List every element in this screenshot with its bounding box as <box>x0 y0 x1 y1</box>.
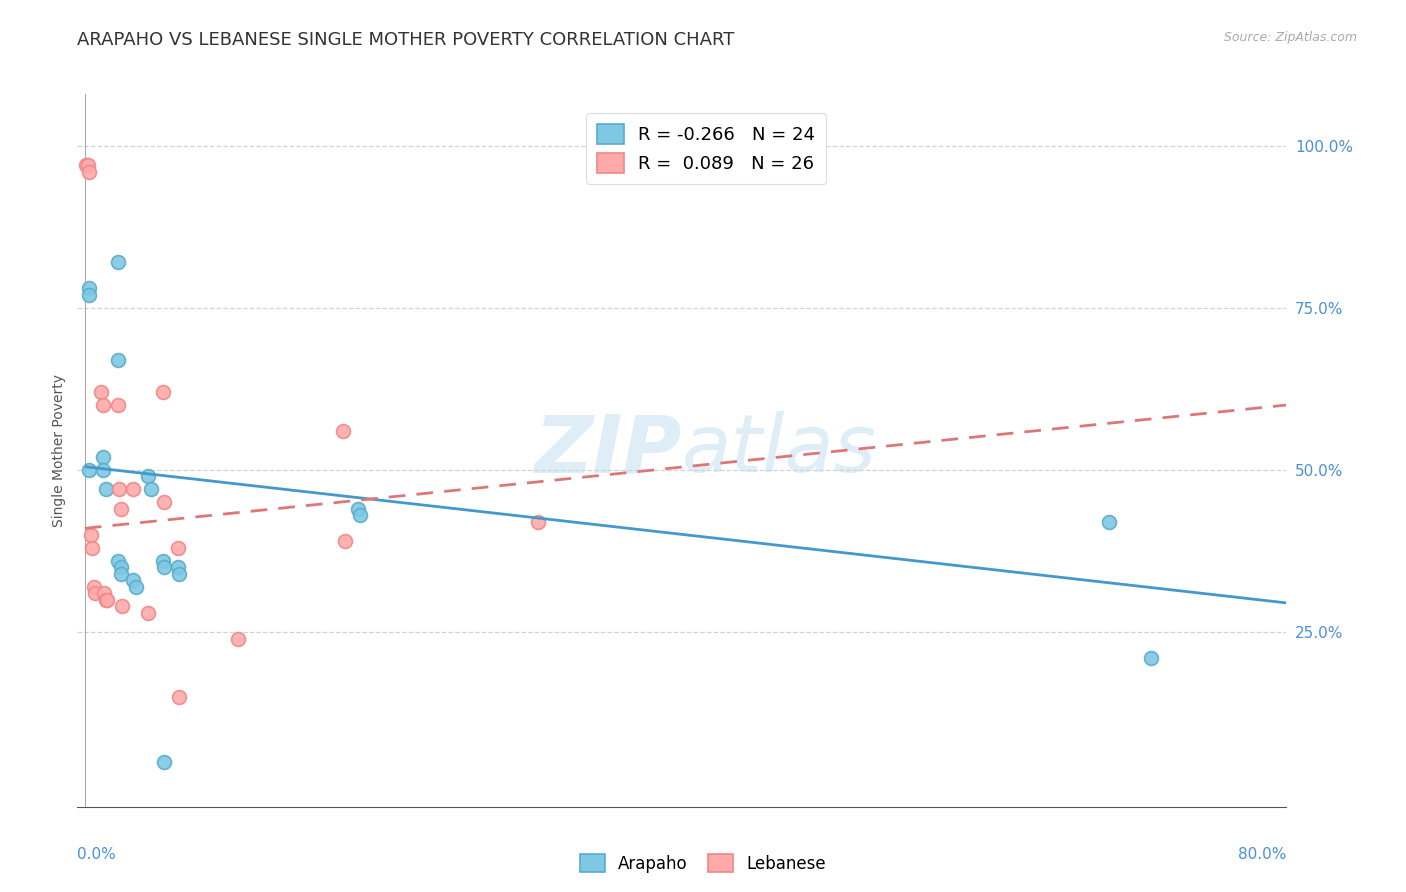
Point <box>169 566 191 581</box>
Point <box>107 398 129 412</box>
Point <box>82 541 104 555</box>
Point <box>110 501 132 516</box>
Point <box>91 398 114 412</box>
Point <box>110 566 132 581</box>
Point <box>94 592 117 607</box>
Point <box>125 580 148 594</box>
Point <box>333 534 356 549</box>
Point <box>136 469 159 483</box>
Point <box>169 690 191 704</box>
Point <box>107 352 129 367</box>
Point <box>167 560 190 574</box>
Point <box>332 424 354 438</box>
Point <box>153 560 176 574</box>
Point <box>107 554 129 568</box>
Point <box>90 385 112 400</box>
Point <box>111 599 134 614</box>
Point <box>93 586 115 600</box>
Point <box>91 450 114 464</box>
Point <box>349 508 371 523</box>
Point <box>83 580 105 594</box>
Point <box>108 483 131 497</box>
Point <box>122 573 145 587</box>
Legend: Arapaho, Lebanese: Arapaho, Lebanese <box>574 847 832 880</box>
Legend: R = -0.266   N = 24, R =  0.089   N = 26: R = -0.266 N = 24, R = 0.089 N = 26 <box>586 113 827 184</box>
Point <box>79 164 101 178</box>
Point <box>152 385 174 400</box>
Point <box>76 158 98 172</box>
Point <box>110 560 132 574</box>
Point <box>94 483 117 497</box>
Text: 80.0%: 80.0% <box>1239 847 1286 862</box>
Point <box>347 501 370 516</box>
Point <box>91 463 114 477</box>
Point <box>122 483 145 497</box>
Point <box>226 632 249 646</box>
Point <box>75 158 97 172</box>
Point <box>153 755 176 769</box>
Point <box>1098 515 1121 529</box>
Point <box>1140 651 1163 665</box>
Text: 0.0%: 0.0% <box>77 847 117 862</box>
Point <box>84 586 107 600</box>
Point <box>79 281 101 295</box>
Text: ARAPAHO VS LEBANESE SINGLE MOTHER POVERTY CORRELATION CHART: ARAPAHO VS LEBANESE SINGLE MOTHER POVERT… <box>77 31 735 49</box>
Point <box>139 483 162 497</box>
Point <box>152 554 174 568</box>
Text: ZIP: ZIP <box>534 411 682 490</box>
Point <box>80 528 103 542</box>
Point <box>79 463 101 477</box>
Point <box>153 495 176 509</box>
Point <box>527 515 550 529</box>
Point <box>107 255 129 269</box>
Y-axis label: Single Mother Poverty: Single Mother Poverty <box>52 374 66 527</box>
Point <box>136 606 159 620</box>
Text: Source: ZipAtlas.com: Source: ZipAtlas.com <box>1223 31 1357 45</box>
Text: atlas: atlas <box>682 411 877 490</box>
Point <box>96 592 118 607</box>
Point <box>79 287 101 301</box>
Point <box>167 541 190 555</box>
